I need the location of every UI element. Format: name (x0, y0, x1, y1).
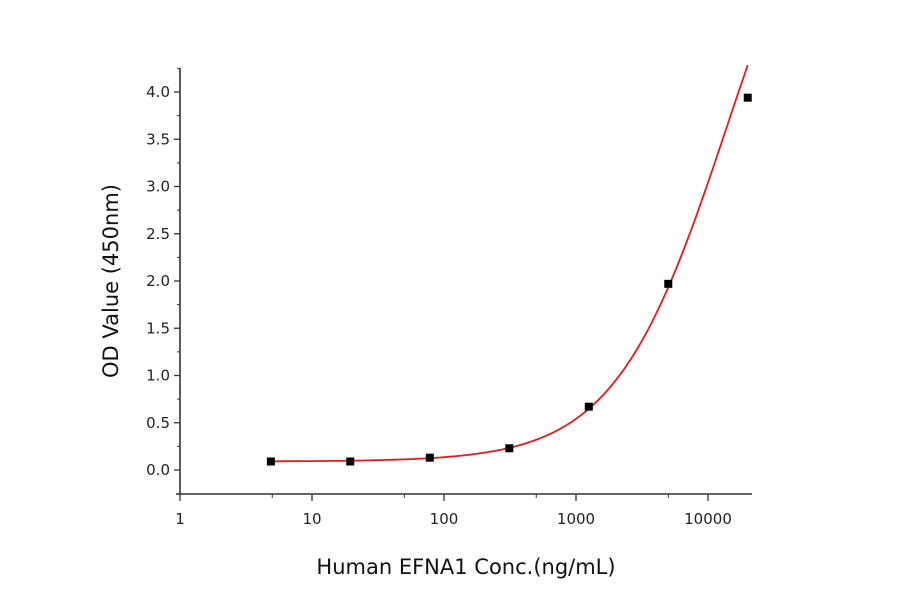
data-point-marker (425, 453, 434, 462)
x-axis: 1 10 100 1000 10000 (175, 493, 752, 528)
data-point-marker (505, 444, 514, 453)
y-tick-label: 4.0 (146, 83, 170, 101)
x-tick-label: 1 (175, 510, 185, 528)
x-axis-title: Human EFNA1 Conc.(ng/mL) (316, 555, 615, 579)
x-tick-label: 10000 (684, 510, 732, 528)
data-point-marker (743, 93, 752, 102)
y-tick-label: 0.5 (146, 414, 170, 432)
x-tick-label: 10 (302, 510, 321, 528)
data-point-marker (346, 457, 355, 466)
data-point-marker (664, 279, 673, 288)
y-tick-label: 2.5 (146, 225, 170, 243)
fit-curve (270, 64, 749, 463)
x-tick-label: 1000 (557, 510, 595, 528)
data-point-marker (266, 457, 275, 466)
y-tick-label: 0.0 (146, 461, 170, 479)
y-tick-label: 3.0 (146, 178, 170, 196)
y-tick-label: 1.0 (146, 367, 170, 385)
y-axis-title: OD Value (450nm) (99, 184, 123, 378)
data-point-marker (584, 402, 593, 411)
data-markers (266, 93, 752, 466)
y-tick-label: 3.5 (146, 130, 170, 148)
x-tick-label: 100 (430, 510, 459, 528)
y-tick-label: 1.5 (146, 319, 170, 337)
y-tick-label: 2.0 (146, 272, 170, 290)
y-axis: 0.0 0.5 1.0 1.5 2.0 2.5 3.0 3.5 4.0 (146, 67, 181, 494)
